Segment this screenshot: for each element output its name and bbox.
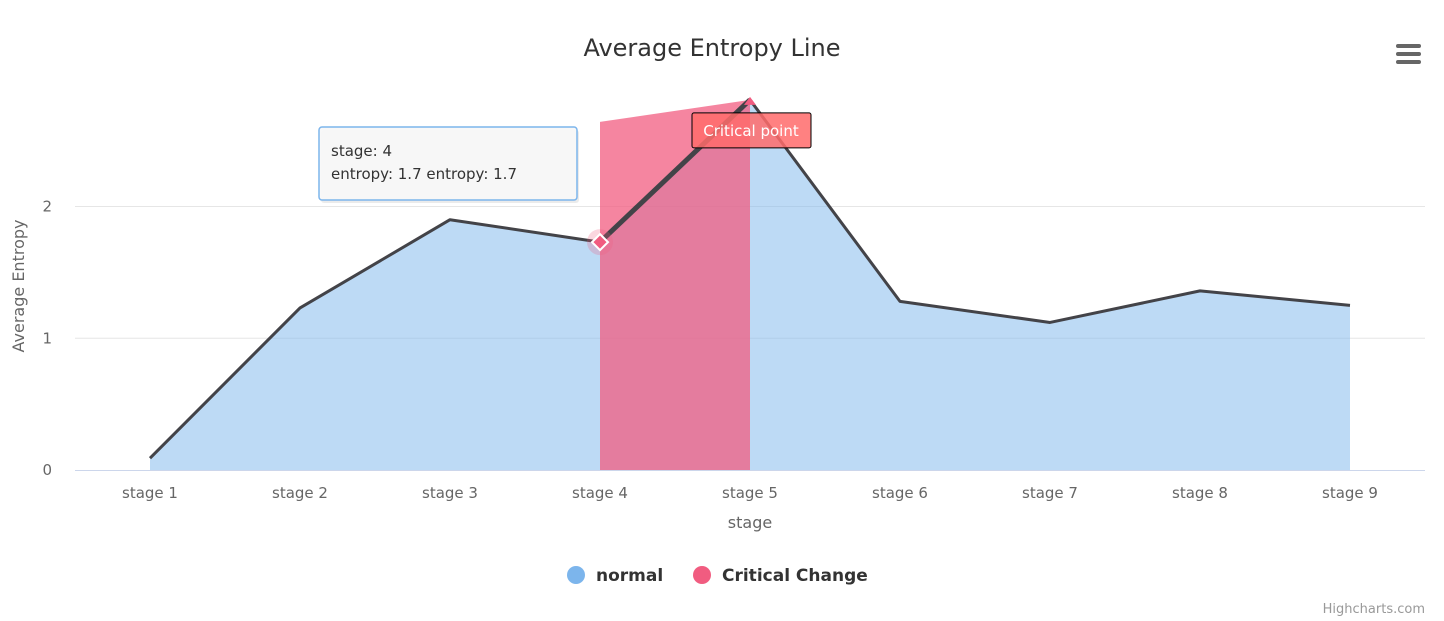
tooltip: stage: 4 entropy: 1.7 entropy: 1.7 <box>318 126 579 203</box>
x-tick-label: stage 7 <box>1022 484 1078 502</box>
x-tick-label: stage 1 <box>122 484 178 502</box>
chart-title: Average Entropy Line <box>583 34 840 62</box>
annotation-box <box>691 112 812 149</box>
x-tick-label: stage 2 <box>272 484 328 502</box>
y-axis-title: Average Entropy <box>9 220 28 353</box>
annotation-pointer <box>744 96 756 105</box>
legend-item-critical-change[interactable]: Critical Change <box>693 566 868 586</box>
x-axis-title: stage <box>728 513 772 532</box>
legend-item-normal[interactable]: normal <box>567 566 663 586</box>
critical-point-annotation: Critical point <box>691 96 812 149</box>
diamond-marker-icon[interactable] <box>590 232 610 252</box>
x-tick-label: stage 3 <box>422 484 478 502</box>
x-tick-label: stage 5 <box>722 484 778 502</box>
annotation-label: Critical point <box>703 122 799 140</box>
axes: stage 1 stage 2 stage 3 stage 4 stage 5 stage… <box>75 470 1425 502</box>
legend-symbol-icon <box>567 566 585 584</box>
y-tick-label: 2 <box>42 198 52 216</box>
export-menu-button[interactable]: menu <box>1388 36 1428 72</box>
legend-label: normal <box>596 566 663 586</box>
y-tick-label: 0 <box>42 461 52 479</box>
credits-link[interactable]: Highcharts.com <box>1323 602 1425 617</box>
tooltip-box <box>318 126 578 201</box>
tooltip-line-2: entropy: 1.7 entropy: 1.7 <box>331 165 517 183</box>
x-tick-label: stage 4 <box>572 484 628 502</box>
x-tick-label: stage 9 <box>1322 484 1378 502</box>
tooltip-line-1: stage: 4 <box>331 142 392 160</box>
x-tick-label: stage 6 <box>872 484 928 502</box>
legend: normal Critical Change <box>567 566 868 586</box>
y-tick-label: 1 <box>42 329 52 347</box>
hamburger-menu-icon <box>1396 44 1421 48</box>
critical-change-area <box>600 99 750 471</box>
legend-symbol-icon <box>693 566 711 584</box>
legend-label: Critical Change <box>722 566 868 586</box>
x-tick-label: stage 8 <box>1172 484 1228 502</box>
hover-marker <box>587 229 613 256</box>
